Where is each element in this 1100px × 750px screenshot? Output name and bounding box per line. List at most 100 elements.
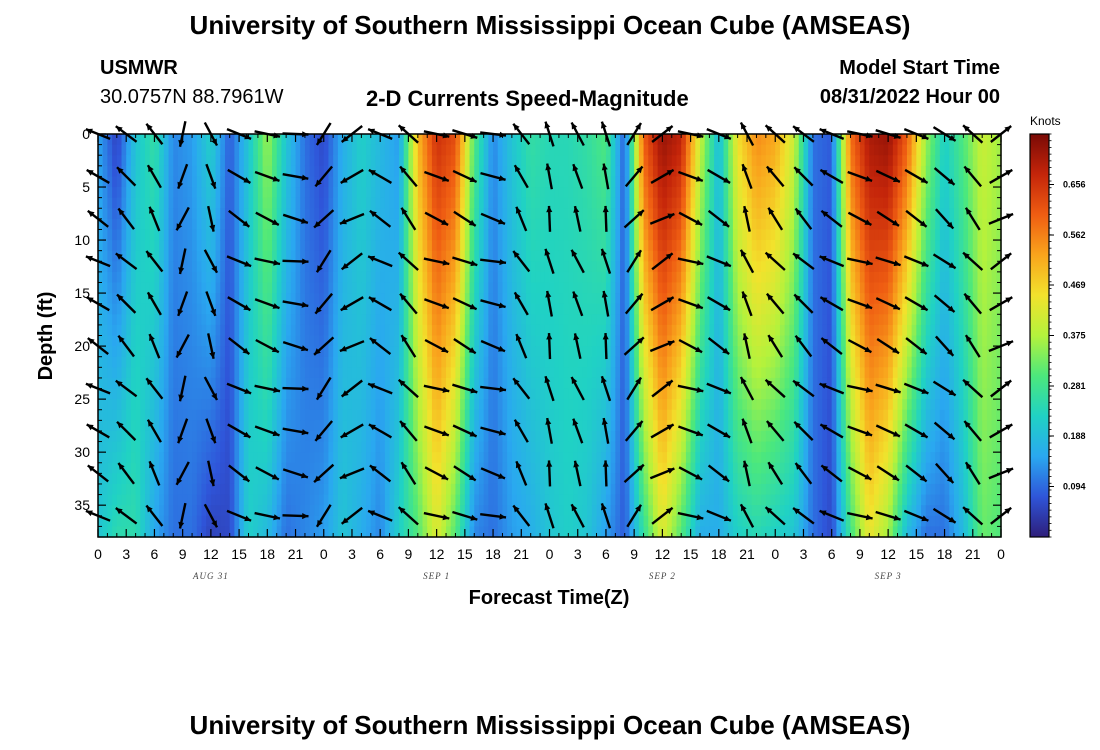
heat-cell (587, 229, 593, 241)
heat-cell (224, 515, 231, 527)
heat-cell (394, 505, 400, 517)
heat-cell (582, 250, 588, 262)
heat-cell (239, 218, 245, 231)
heat-cell (116, 526, 123, 538)
heat-cell (497, 356, 504, 368)
heat-cell (563, 420, 569, 432)
heat-cell (431, 282, 438, 294)
heat-cell (700, 250, 706, 262)
heat-cell (690, 430, 696, 443)
heat-cell (502, 165, 508, 178)
heat-cell (488, 155, 494, 167)
heat-cell (408, 282, 414, 294)
heat-cell (140, 229, 146, 241)
heat-cell (629, 377, 635, 390)
heat-cell (422, 176, 428, 188)
heat-cell (347, 187, 353, 199)
heat-cell (140, 356, 146, 368)
heat-cell (107, 409, 113, 421)
heat-cell (319, 462, 325, 474)
heat-cell (573, 494, 579, 506)
heat-cell (196, 271, 203, 284)
heat-cell (177, 324, 184, 337)
heat-cell (272, 134, 278, 146)
heat-cell (577, 505, 584, 517)
heat-cell (446, 462, 452, 474)
heat-cell (507, 346, 513, 358)
heat-cell (295, 293, 301, 305)
heat-cell (159, 356, 165, 368)
heat-cell (690, 144, 696, 156)
heat-cell (634, 526, 640, 538)
heat-cell (431, 441, 438, 453)
heat-cell (427, 430, 433, 443)
heat-cell (511, 155, 518, 167)
heat-cell (568, 293, 574, 305)
heat-cell (502, 282, 508, 294)
heat-cell (662, 261, 668, 273)
heat-cell (295, 367, 301, 379)
heat-cell (300, 420, 306, 432)
heat-cell (159, 324, 165, 337)
heat-cell (615, 271, 621, 284)
heat-cell (558, 155, 565, 167)
heat-cell (140, 218, 146, 231)
heat-cell (281, 367, 287, 379)
heat-cell (610, 526, 616, 538)
heat-cell (507, 303, 513, 315)
heat-cell (163, 388, 170, 400)
heat-cell (408, 303, 414, 315)
heat-cell (563, 208, 569, 220)
heat-cell (422, 314, 428, 326)
heat-cell (276, 346, 283, 358)
heat-cell (455, 314, 461, 326)
heat-cell (243, 229, 250, 241)
heat-cell (384, 409, 391, 421)
heat-cell (102, 377, 108, 390)
heat-cell (601, 367, 607, 379)
heat-cell (422, 505, 428, 517)
heat-cell (286, 293, 292, 305)
heat-cell (511, 356, 518, 368)
heat-cell (704, 229, 710, 241)
heat-cell (276, 229, 283, 241)
heat-cell (667, 441, 673, 453)
heat-cell (309, 346, 315, 358)
heat-cell (300, 515, 306, 527)
heat-cell (229, 250, 235, 262)
heat-cell (493, 430, 499, 443)
heat-cell (267, 399, 273, 411)
heat-cell (704, 367, 710, 379)
heat-cell (356, 441, 362, 453)
heat-cell (643, 187, 649, 199)
heat-cell (422, 430, 428, 443)
heat-cell (624, 483, 631, 496)
heat-cell (431, 505, 438, 517)
heat-cell (620, 197, 626, 209)
heat-cell (295, 377, 301, 390)
heat-cell (521, 165, 527, 178)
heat-cell (474, 218, 480, 231)
heat-cell (577, 399, 584, 411)
heat-cell (177, 229, 184, 241)
heat-cell (436, 187, 442, 199)
heat-cell (248, 441, 254, 453)
heat-cell (427, 155, 433, 167)
heat-cell (290, 250, 297, 262)
heat-cell (540, 208, 546, 220)
heat-cell (375, 293, 381, 305)
heat-cell (610, 240, 616, 252)
heat-cell (337, 494, 344, 506)
heat-cell (290, 346, 297, 358)
heat-cell (511, 399, 518, 411)
heat-cell (168, 144, 174, 156)
heat-cell (516, 409, 522, 421)
heat-cell (281, 377, 287, 390)
heat-cell (460, 420, 466, 432)
heat-cell (685, 250, 692, 262)
heat-cell (201, 483, 207, 496)
heat-cell (102, 420, 108, 432)
heat-cell (460, 197, 466, 209)
heat-cell (591, 452, 598, 464)
heat-cell (676, 218, 682, 231)
